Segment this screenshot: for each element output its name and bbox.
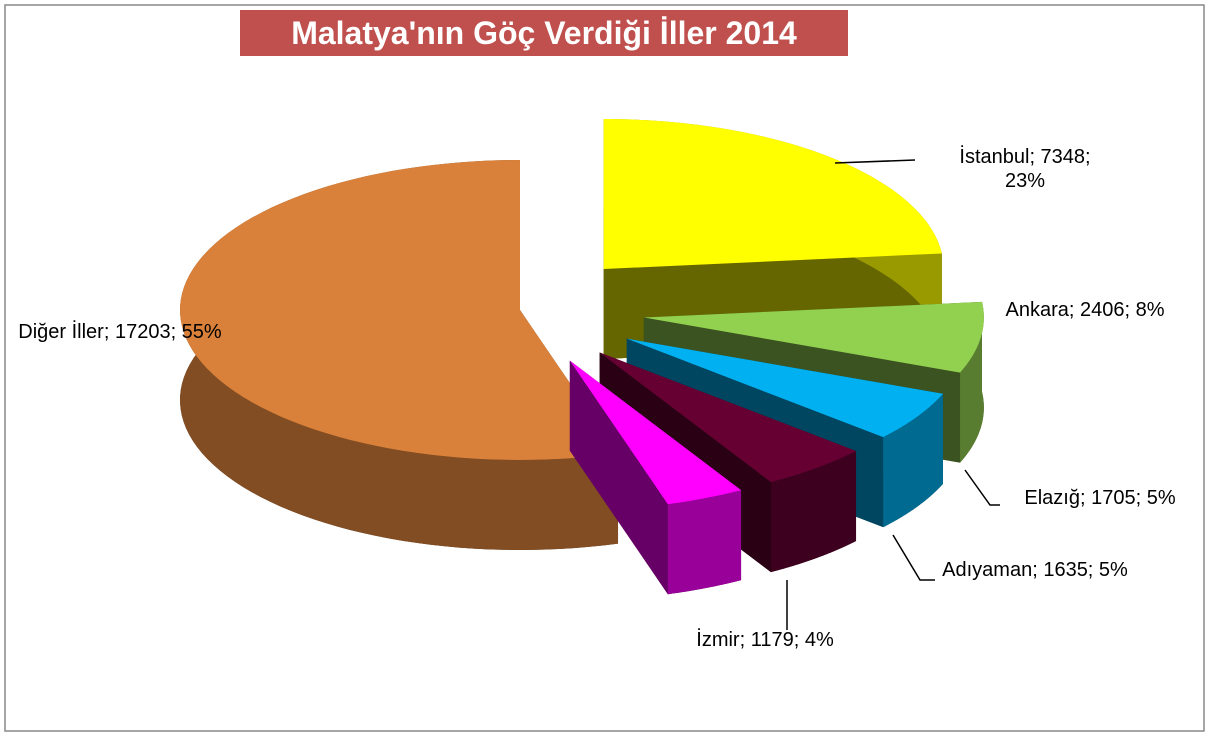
leader-line [892, 534, 935, 581]
slice-wall [569, 360, 668, 595]
slice [643, 301, 984, 373]
data-label: Diğer İller; 17203; 55% [18, 321, 222, 343]
data-label: İstanbul; 7348; 23% [959, 146, 1091, 192]
slice [603, 119, 942, 270]
slice [599, 352, 857, 483]
leader-line [964, 469, 1000, 506]
slice-side [667, 490, 742, 595]
slice-side [960, 301, 984, 463]
slice [180, 160, 619, 460]
slice [626, 338, 944, 438]
chart-title: Malatya'nın Göç Verdiği İller 2014 [240, 10, 848, 56]
pie [180, 119, 984, 595]
leader-lines [786, 159, 1000, 630]
data-label: Adıyaman; 1635; 5% [942, 559, 1128, 581]
data-label: Ankara; 2406; 8% [1005, 299, 1165, 321]
slice-side [770, 451, 857, 573]
slice-side [883, 393, 944, 528]
data-label: Elazığ; 1705; 5% [1024, 487, 1176, 509]
slice [569, 360, 742, 505]
leader-line [834, 159, 916, 164]
data-label: İzmir; 1179; 4% [696, 629, 834, 651]
